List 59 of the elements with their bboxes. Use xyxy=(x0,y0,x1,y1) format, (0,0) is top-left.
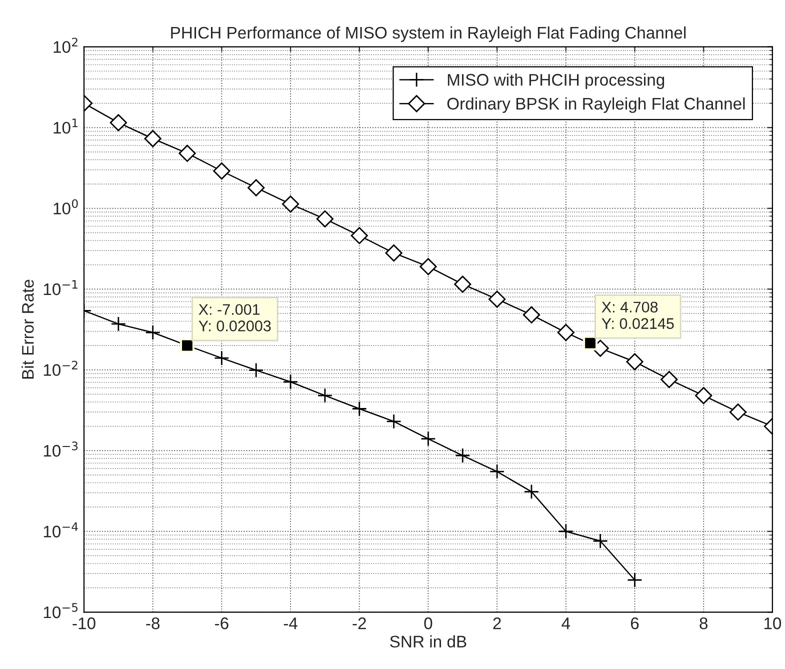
annotation: X: -7.001 Y: 0.02003 xyxy=(198,304,271,332)
point xyxy=(524,484,540,500)
y-tick-label: 10$^{1}$ xyxy=(54,118,78,134)
y-axis-title: Bit Error Rate xyxy=(22,280,34,379)
point xyxy=(660,370,678,388)
x-tick-label: 4 xyxy=(562,618,570,630)
point xyxy=(248,179,265,196)
x-tick-label: 10 xyxy=(764,617,782,630)
point xyxy=(178,144,196,162)
point xyxy=(316,210,334,228)
point xyxy=(454,276,472,293)
x-tick-label: 2 xyxy=(493,617,501,630)
y-tick-label: 10$^{2}$ xyxy=(54,38,78,53)
point xyxy=(214,350,230,366)
point xyxy=(248,362,264,378)
point xyxy=(420,258,437,276)
point xyxy=(385,244,402,262)
legend-label: Ordinary BPSK in Rayleigh Flat Channel xyxy=(447,97,745,113)
point xyxy=(557,324,574,342)
point xyxy=(522,306,540,324)
x-tick-label: 0 xyxy=(424,617,432,630)
point xyxy=(145,324,160,340)
point xyxy=(282,196,300,213)
point xyxy=(110,316,126,332)
point xyxy=(282,374,298,390)
x-tick-label: -4 xyxy=(284,618,298,630)
point xyxy=(386,414,402,430)
point xyxy=(488,290,506,308)
point xyxy=(213,162,230,180)
y-tick-label: 10$^{−4}$ xyxy=(44,522,78,538)
x-tick-label: 6 xyxy=(630,617,639,630)
point xyxy=(144,130,162,148)
y-tick-label: 10$^{−3}$ xyxy=(44,441,78,457)
y-tick-label: 10$^{0}$ xyxy=(54,199,78,214)
point xyxy=(695,387,712,404)
x-tick-label: -10 xyxy=(72,617,96,630)
point xyxy=(558,524,574,540)
annotation: X: 4.708 Y: 0.02145 xyxy=(602,302,674,329)
point xyxy=(350,227,368,244)
x-tick-label: -8 xyxy=(146,617,160,630)
point xyxy=(627,572,642,588)
point xyxy=(420,431,436,446)
point xyxy=(455,448,470,464)
chart-title: PHICH Performance of MISO system in Rayleigh Flat Fading Channel xyxy=(171,26,686,42)
point xyxy=(729,404,747,421)
x-axis-title: SNR in dB xyxy=(390,635,466,648)
point xyxy=(489,464,505,480)
point xyxy=(110,114,127,132)
legend-label: MISO with PHCIH processing xyxy=(448,73,664,90)
x-tick-label: -6 xyxy=(215,617,228,630)
y-tick-label: 10$^{−2}$ xyxy=(44,360,78,376)
point xyxy=(317,388,333,404)
y-tick-label: 10$^{−1}$ xyxy=(44,280,78,296)
y-tick-label: 10$^{−5}$ xyxy=(44,603,78,618)
x-tick-label: -2 xyxy=(352,617,366,630)
x-tick-label: 8 xyxy=(700,617,708,630)
point xyxy=(352,401,368,416)
point xyxy=(592,533,608,549)
point xyxy=(626,353,644,370)
